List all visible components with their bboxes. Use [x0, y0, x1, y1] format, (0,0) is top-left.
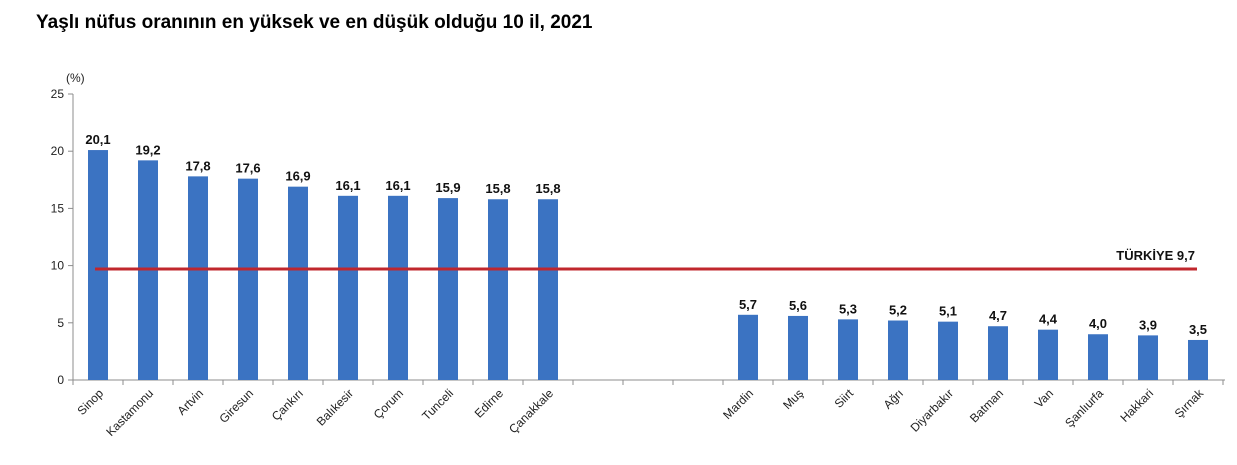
x-category-label: Şanlıurfa — [1062, 386, 1106, 430]
data-label: 5,2 — [889, 303, 907, 318]
y-tick-label: 25 — [51, 87, 65, 101]
data-label: 20,1 — [85, 132, 110, 147]
bar — [738, 314, 758, 380]
reference-line-group: TÜRKİYE 9,7 — [95, 248, 1197, 271]
data-label: 19,2 — [135, 142, 160, 157]
y-tick-label: 15 — [51, 201, 65, 215]
y-tick-label: 20 — [51, 144, 65, 158]
data-label: 5,6 — [789, 298, 807, 313]
x-category-label: Çankırı — [269, 386, 306, 423]
x-category-label: Mardin — [720, 386, 756, 422]
x-category-label: Ağrı — [881, 386, 906, 411]
x-category-label: Siirt — [832, 386, 857, 411]
x-category-label: Çorum — [371, 386, 406, 421]
bar — [88, 150, 108, 380]
x-category-label: Giresun — [217, 386, 257, 426]
bar — [238, 178, 258, 380]
bar — [938, 321, 958, 380]
data-label: 4,4 — [1039, 312, 1058, 327]
x-category-label: Edirne — [472, 386, 507, 421]
chart-axes: 0 5 10 15 20 25 — [51, 87, 1225, 387]
data-label: 17,6 — [235, 161, 260, 176]
bar — [338, 195, 358, 380]
bar — [388, 195, 408, 380]
bar — [888, 320, 908, 380]
bar — [188, 176, 208, 380]
bar — [1088, 334, 1108, 380]
data-label: 15,8 — [485, 181, 510, 196]
reference-line-label: TÜRKİYE 9,7 — [1116, 248, 1195, 263]
x-category-label: Sinop — [75, 386, 107, 418]
bar — [288, 186, 308, 380]
chart-bars — [88, 150, 1208, 380]
x-category-label: Van — [1032, 386, 1056, 410]
bar — [1188, 339, 1208, 380]
bar — [838, 319, 858, 380]
data-label: 16,1 — [335, 178, 360, 193]
data-label: 17,8 — [185, 158, 210, 173]
x-category-label: Tunceli — [419, 386, 456, 423]
data-label: 3,9 — [1139, 317, 1157, 332]
x-category-label: Artvin — [175, 386, 207, 418]
x-category-label: Kastamonu — [103, 386, 156, 439]
x-category-label: Çanakkale — [506, 386, 556, 436]
x-category-label: Muş — [780, 386, 806, 412]
data-label: 15,9 — [435, 180, 460, 195]
bar — [988, 326, 1008, 380]
y-tick-label: 10 — [51, 259, 65, 273]
chart-title: Yaşlı nüfus oranının en yüksek ve en düş… — [36, 12, 593, 33]
data-label: 16,1 — [385, 178, 410, 193]
bar — [538, 199, 558, 380]
bar — [1138, 335, 1158, 380]
y-tick-label: 0 — [57, 373, 64, 387]
data-label: 5,7 — [739, 297, 757, 312]
bar — [1038, 329, 1058, 380]
x-category-label: Hakkari — [1117, 386, 1156, 425]
y-axis-unit: (%) — [66, 71, 85, 85]
data-label: 4,7 — [989, 308, 1007, 323]
x-category-label: Şırnak — [1172, 386, 1207, 421]
data-label: 4,0 — [1089, 316, 1107, 331]
data-label: 5,1 — [939, 304, 957, 319]
data-label: 15,8 — [535, 181, 560, 196]
bar — [438, 198, 458, 380]
data-label: 5,3 — [839, 301, 857, 316]
data-label: 16,9 — [285, 169, 310, 184]
x-category-label: Batman — [967, 386, 1006, 425]
x-category-label: Diyarbakır — [908, 386, 957, 435]
data-label: 3,5 — [1189, 322, 1207, 337]
x-category-label: Balıkesir — [314, 386, 356, 428]
bar — [488, 199, 508, 380]
y-tick-label: 5 — [57, 316, 64, 330]
bar — [788, 315, 808, 380]
